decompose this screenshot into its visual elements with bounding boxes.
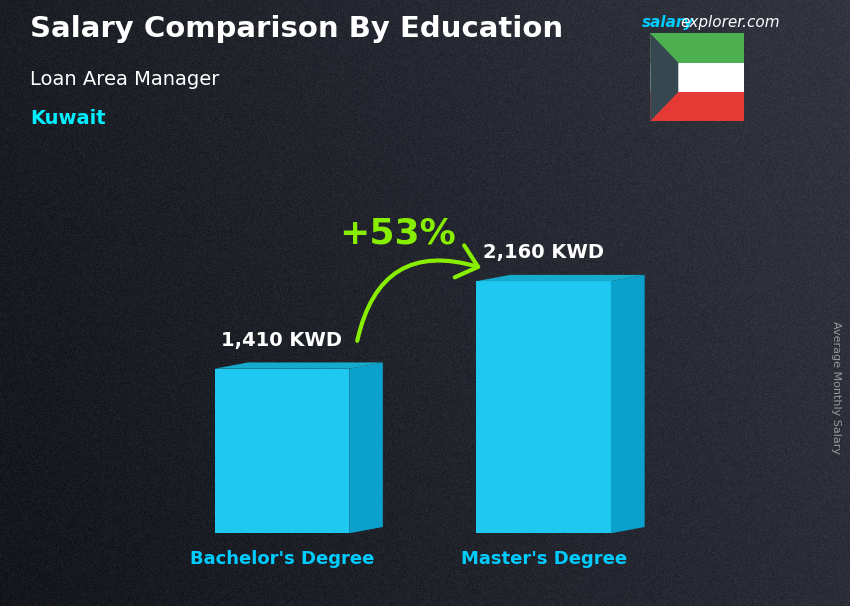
- Text: +53%: +53%: [339, 216, 456, 250]
- Bar: [650, 62, 744, 92]
- Text: salary: salary: [642, 15, 694, 30]
- Polygon shape: [611, 275, 644, 533]
- Text: Average Monthly Salary: Average Monthly Salary: [831, 321, 842, 454]
- Bar: [214, 368, 349, 533]
- Polygon shape: [650, 33, 678, 121]
- Text: Loan Area Manager: Loan Area Manager: [30, 70, 219, 88]
- Polygon shape: [476, 275, 644, 281]
- Text: Kuwait: Kuwait: [30, 109, 105, 128]
- Bar: [476, 281, 611, 533]
- Bar: [650, 92, 744, 121]
- Text: Salary Comparison By Education: Salary Comparison By Education: [30, 15, 563, 43]
- Polygon shape: [349, 362, 382, 533]
- Bar: [650, 33, 744, 62]
- FancyArrowPatch shape: [357, 245, 478, 341]
- Polygon shape: [214, 362, 382, 368]
- Text: 1,410 KWD: 1,410 KWD: [221, 331, 343, 350]
- Text: explorer.com: explorer.com: [680, 15, 779, 30]
- Text: 2,160 KWD: 2,160 KWD: [483, 243, 604, 262]
